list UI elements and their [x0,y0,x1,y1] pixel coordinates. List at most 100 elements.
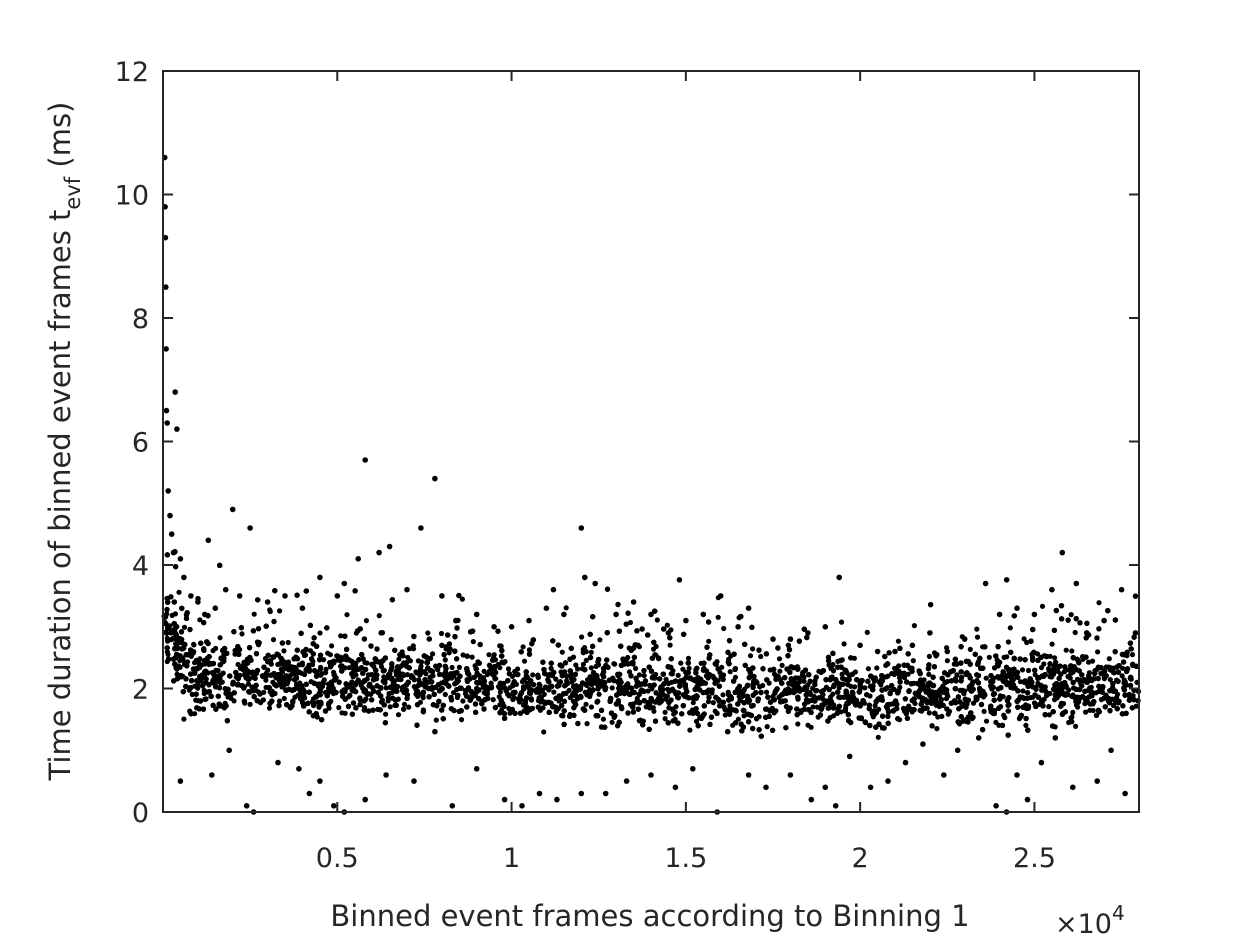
data-point [432,475,438,482]
data-point [376,549,382,556]
data-point [473,611,480,618]
x-tick-label: 2.5 [1013,843,1056,874]
data-point [927,630,933,636]
data-point [508,624,515,630]
data-point [383,772,389,778]
data-point [404,586,410,593]
data-point [181,574,187,581]
data-point [439,593,445,599]
data-point [236,593,243,599]
data-point [613,611,619,618]
data-point [690,766,696,772]
data-point [473,766,480,772]
data-point [229,506,236,513]
data-point [975,735,982,741]
x-axis-label: Binned event frames according to Binning… [330,899,969,933]
data-point [164,420,170,426]
data-point [1101,617,1107,624]
data-point [209,772,215,778]
data-point [592,580,598,587]
data-point [892,648,898,655]
x-axis-multiplier: ×104 [1055,901,1125,940]
data-point [202,611,208,618]
data-point [386,543,393,550]
multiplier-base: ×10 [1055,909,1112,940]
data-point [174,426,180,432]
data-point [299,605,306,611]
data-point [1052,735,1059,741]
data-point [648,611,654,618]
data-point [909,642,916,649]
data-point [317,574,323,581]
data-point [822,784,829,791]
y-tick-label: 0 [132,798,149,829]
data-point [941,772,947,778]
data-point [745,772,752,778]
data-point [526,617,532,624]
data-point [1132,630,1139,636]
data-point [1122,790,1128,797]
data-point [491,624,497,630]
data-point [362,796,369,803]
y-axis-label-subscript: evf [61,176,85,209]
data-point [735,624,741,630]
data-point [536,790,543,797]
data-point [163,284,169,290]
data-point [247,525,253,531]
data-point [188,593,194,599]
data-point [411,778,417,784]
data-point [362,457,369,463]
data-point [168,531,175,537]
multiplier-exponent: 4 [1112,901,1125,925]
data-point [996,611,1003,618]
data-point [554,796,560,803]
data-point [982,580,989,587]
data-point [623,778,630,784]
data-point [341,580,348,587]
y-tick-label: 4 [132,551,149,582]
data-point [1118,586,1125,593]
data-point [167,512,173,519]
data-point [550,586,557,593]
x-axis-ticks: 0.5 1 1.5 2 2.5 [316,71,1056,874]
data-point [519,803,525,809]
data-point [1038,759,1045,766]
data-points [161,154,1139,815]
data-point [717,593,724,599]
data-point [745,605,752,611]
data-point [222,586,229,593]
x-tick-label: 2 [852,843,869,874]
data-point [177,778,184,784]
data-point [165,488,171,494]
data-point [672,784,679,791]
data-point [961,636,968,642]
data-point [331,803,337,809]
data-point [226,747,232,754]
data-point [700,611,707,618]
data-point [275,759,281,766]
x-tick-label: 0.5 [316,843,359,874]
data-point [543,605,550,611]
data-point [1083,630,1090,636]
data-point [561,611,567,618]
data-point [578,790,585,797]
data-point [1108,747,1114,754]
data-point [172,389,178,395]
data-point [501,796,508,803]
y-axis-ticks: 0 2 4 6 8 10 12 [115,57,1139,829]
data-point [306,790,313,797]
data-point [763,784,769,791]
data-point [683,617,689,624]
data-point [1070,784,1076,791]
data-point [770,636,776,642]
data-point [787,636,794,642]
data-point [1059,549,1066,556]
data-point [582,574,588,581]
data-point [665,630,672,636]
data-point [832,803,839,809]
data-point [418,525,424,531]
data-point [885,778,891,784]
data-point [944,648,951,655]
